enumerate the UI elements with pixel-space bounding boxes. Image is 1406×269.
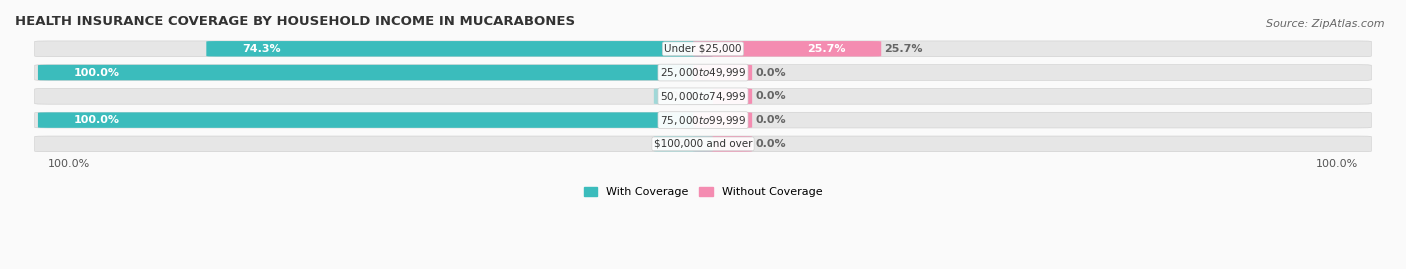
FancyBboxPatch shape — [35, 89, 1371, 104]
Text: 25.7%: 25.7% — [884, 44, 922, 54]
Text: 0.0%: 0.0% — [755, 115, 786, 125]
FancyBboxPatch shape — [693, 136, 752, 152]
Text: 0.0%: 0.0% — [659, 91, 690, 101]
Text: 0.0%: 0.0% — [659, 139, 690, 149]
FancyBboxPatch shape — [38, 112, 713, 128]
Text: Under $25,000: Under $25,000 — [664, 44, 742, 54]
FancyBboxPatch shape — [693, 65, 752, 80]
FancyBboxPatch shape — [693, 89, 752, 104]
Text: $75,000 to $99,999: $75,000 to $99,999 — [659, 114, 747, 127]
FancyBboxPatch shape — [35, 41, 1371, 57]
FancyBboxPatch shape — [38, 65, 713, 80]
Legend: With Coverage, Without Coverage: With Coverage, Without Coverage — [579, 182, 827, 202]
FancyBboxPatch shape — [693, 41, 882, 56]
Text: 100.0%: 100.0% — [48, 159, 90, 169]
FancyBboxPatch shape — [207, 41, 713, 56]
Text: 100.0%: 100.0% — [1316, 159, 1358, 169]
FancyBboxPatch shape — [654, 89, 713, 104]
Text: 0.0%: 0.0% — [755, 91, 786, 101]
FancyBboxPatch shape — [693, 112, 752, 128]
Text: Source: ZipAtlas.com: Source: ZipAtlas.com — [1267, 19, 1385, 29]
Text: 0.0%: 0.0% — [755, 139, 786, 149]
Text: 100.0%: 100.0% — [75, 115, 120, 125]
Text: 25.7%: 25.7% — [807, 44, 845, 54]
Text: HEALTH INSURANCE COVERAGE BY HOUSEHOLD INCOME IN MUCARABONES: HEALTH INSURANCE COVERAGE BY HOUSEHOLD I… — [15, 15, 575, 28]
Text: 100.0%: 100.0% — [75, 68, 120, 77]
Text: $50,000 to $74,999: $50,000 to $74,999 — [659, 90, 747, 103]
Text: 74.3%: 74.3% — [242, 44, 281, 54]
FancyBboxPatch shape — [35, 136, 1371, 152]
FancyBboxPatch shape — [35, 65, 1371, 80]
Text: $100,000 and over: $100,000 and over — [654, 139, 752, 149]
Text: $25,000 to $49,999: $25,000 to $49,999 — [659, 66, 747, 79]
Text: 0.0%: 0.0% — [755, 68, 786, 77]
FancyBboxPatch shape — [35, 112, 1371, 128]
FancyBboxPatch shape — [654, 136, 713, 152]
